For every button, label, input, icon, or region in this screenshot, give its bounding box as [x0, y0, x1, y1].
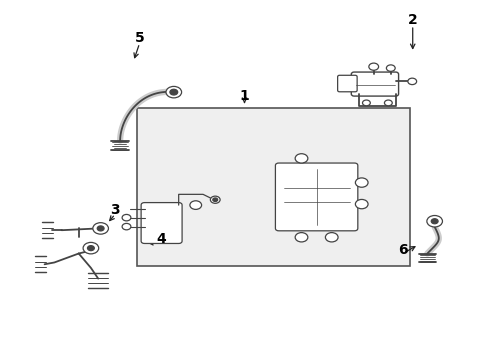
Circle shape	[407, 78, 416, 85]
Circle shape	[212, 198, 217, 202]
Text: 3: 3	[110, 203, 120, 217]
Circle shape	[362, 100, 369, 106]
Circle shape	[165, 86, 181, 98]
Text: 5: 5	[135, 31, 144, 45]
Circle shape	[386, 65, 394, 71]
Circle shape	[325, 233, 337, 242]
Circle shape	[169, 89, 177, 95]
Circle shape	[384, 100, 391, 106]
Circle shape	[430, 219, 437, 224]
Circle shape	[295, 233, 307, 242]
Circle shape	[210, 196, 220, 203]
Text: 1: 1	[239, 89, 249, 103]
FancyBboxPatch shape	[350, 72, 398, 96]
FancyBboxPatch shape	[141, 203, 182, 243]
Circle shape	[93, 223, 108, 234]
Circle shape	[295, 154, 307, 163]
Circle shape	[97, 226, 104, 231]
Circle shape	[122, 215, 131, 221]
Circle shape	[426, 216, 442, 227]
Bar	[137, 108, 409, 266]
Circle shape	[83, 242, 99, 254]
Text: 2: 2	[407, 13, 417, 27]
FancyBboxPatch shape	[275, 163, 357, 231]
FancyBboxPatch shape	[337, 75, 356, 92]
Circle shape	[189, 201, 201, 210]
Circle shape	[355, 199, 367, 209]
Circle shape	[87, 246, 94, 251]
Text: 4: 4	[157, 232, 166, 246]
Circle shape	[355, 178, 367, 187]
Circle shape	[122, 224, 131, 230]
Text: 6: 6	[397, 243, 407, 257]
Circle shape	[368, 63, 378, 70]
